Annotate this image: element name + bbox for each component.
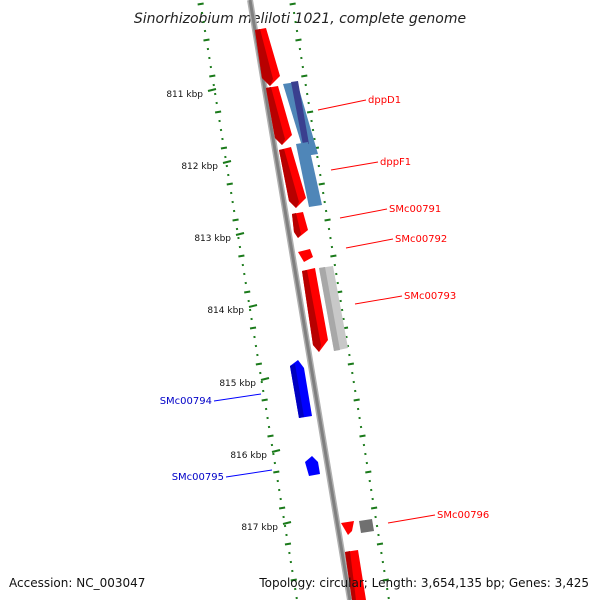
tick-mark bbox=[359, 434, 366, 438]
leader-line-dppF1 bbox=[330, 161, 379, 171]
tick-mark bbox=[226, 182, 233, 186]
tick-mark bbox=[232, 218, 239, 222]
genome-title: Sinorhizobium meliloti 1021, complete ge… bbox=[134, 11, 466, 27]
genome-backbone bbox=[247, 0, 353, 600]
tick-mark bbox=[353, 398, 360, 402]
kbp-label-814: 814 kbp bbox=[207, 306, 244, 316]
tick-mark bbox=[289, 2, 296, 6]
gene-label-dppF1[interactable]: dppF1 bbox=[380, 157, 411, 168]
gene-label-dppD1[interactable]: dppD1 bbox=[368, 95, 401, 106]
tick-mark bbox=[261, 398, 268, 402]
kbp-label-817: 817 kbp bbox=[241, 523, 278, 533]
gene-label-SMc00791[interactable]: SMc00791 bbox=[389, 204, 441, 215]
tick-mark bbox=[376, 542, 384, 546]
tick-mark bbox=[203, 38, 210, 42]
tick-mark bbox=[273, 470, 280, 474]
gene-labels: dppD1 dppF1 SMc00791 SMc00792 SMc00793 S… bbox=[160, 95, 489, 524]
tick-mark bbox=[347, 362, 355, 366]
gene-arrow-SMc00792[interactable] bbox=[298, 249, 313, 262]
feature-SMc00793-grey-edge[interactable] bbox=[319, 267, 340, 351]
gene-arrow-SMc00791[interactable] bbox=[292, 212, 308, 238]
gene-arrow-SMc00793[interactable] bbox=[302, 268, 328, 352]
tick-mark bbox=[290, 578, 297, 582]
tick-mark bbox=[249, 326, 257, 330]
tick-mark bbox=[295, 38, 302, 42]
kbp-label-812: 812 kbp bbox=[181, 162, 218, 172]
leader-line-SMc00793 bbox=[354, 295, 403, 305]
inner-tick-track bbox=[197, 2, 298, 600]
gene-arrow-downstream[interactable] bbox=[345, 550, 366, 600]
leader-line-SMc00794 bbox=[213, 393, 262, 402]
gene-arrow-SMc00794[interactable] bbox=[290, 360, 312, 418]
tick-mark bbox=[330, 254, 337, 258]
tick-mark bbox=[365, 470, 372, 474]
tick-mark bbox=[214, 110, 222, 114]
gene-arrow-dppD1[interactable] bbox=[266, 86, 292, 145]
tick-mark bbox=[244, 290, 251, 294]
tick-mark bbox=[209, 74, 216, 78]
gene-label-SMc00793[interactable]: SMc00793 bbox=[404, 291, 456, 302]
gene-arrow-SMc00796[interactable] bbox=[341, 521, 354, 535]
leader-line-dppD1 bbox=[317, 99, 367, 111]
tick-mark bbox=[284, 542, 292, 546]
kbp-label-811: 811 kbp bbox=[166, 90, 203, 100]
gene-arrow-upstream[interactable] bbox=[255, 28, 280, 86]
tick-mark bbox=[324, 218, 331, 222]
gene-label-SMc00796[interactable]: SMc00796 bbox=[437, 510, 489, 521]
tick-mark bbox=[318, 182, 325, 186]
reverse-strand-genes bbox=[290, 360, 320, 476]
forward-strand-genes bbox=[255, 28, 366, 600]
tick-mark bbox=[278, 506, 286, 510]
leader-line-SMc00795 bbox=[225, 469, 273, 478]
coordinate-labels: 811 kbp 812 kbp 813 kbp 814 kbp 815 kbp … bbox=[166, 90, 278, 533]
leader-line-SMc00791 bbox=[339, 208, 388, 219]
gene-label-SMc00795[interactable]: SMc00795 bbox=[172, 472, 224, 483]
feature-blocks bbox=[283, 81, 374, 533]
tick-mark bbox=[370, 506, 378, 510]
tick-mark bbox=[255, 362, 263, 366]
tick-mark bbox=[306, 110, 314, 114]
tick-mark bbox=[382, 578, 389, 582]
gene-arrow-SMc00795[interactable] bbox=[305, 456, 320, 476]
genome-summary: Topology: circular; Length: 3,654,135 bp… bbox=[259, 576, 589, 590]
feature-SMc00796-grey[interactable] bbox=[359, 519, 374, 533]
gene-arrow-dppF1[interactable] bbox=[279, 147, 306, 208]
gene-label-SMc00794[interactable]: SMc00794 bbox=[160, 396, 212, 407]
tick-mark bbox=[220, 146, 228, 150]
coordinate-ticks bbox=[207, 88, 292, 525]
kbp-label-816: 816 kbp bbox=[230, 451, 267, 461]
tick-mark bbox=[267, 434, 274, 438]
tick-mark bbox=[301, 74, 308, 78]
tick-mark bbox=[197, 2, 204, 6]
feature-dppF1-steel[interactable] bbox=[296, 142, 322, 207]
leader-line-SMc00792 bbox=[345, 238, 394, 249]
accession-label: Accession: NC_003047 bbox=[9, 576, 146, 590]
kbp-label-813: 813 kbp bbox=[194, 234, 231, 244]
gene-label-SMc00792[interactable]: SMc00792 bbox=[395, 234, 447, 245]
feature-dppD1-dark[interactable] bbox=[291, 81, 309, 145]
leader-line-SMc00796 bbox=[387, 514, 436, 524]
tick-mark bbox=[238, 254, 245, 258]
kbp-label-815: 815 kbp bbox=[219, 379, 256, 389]
